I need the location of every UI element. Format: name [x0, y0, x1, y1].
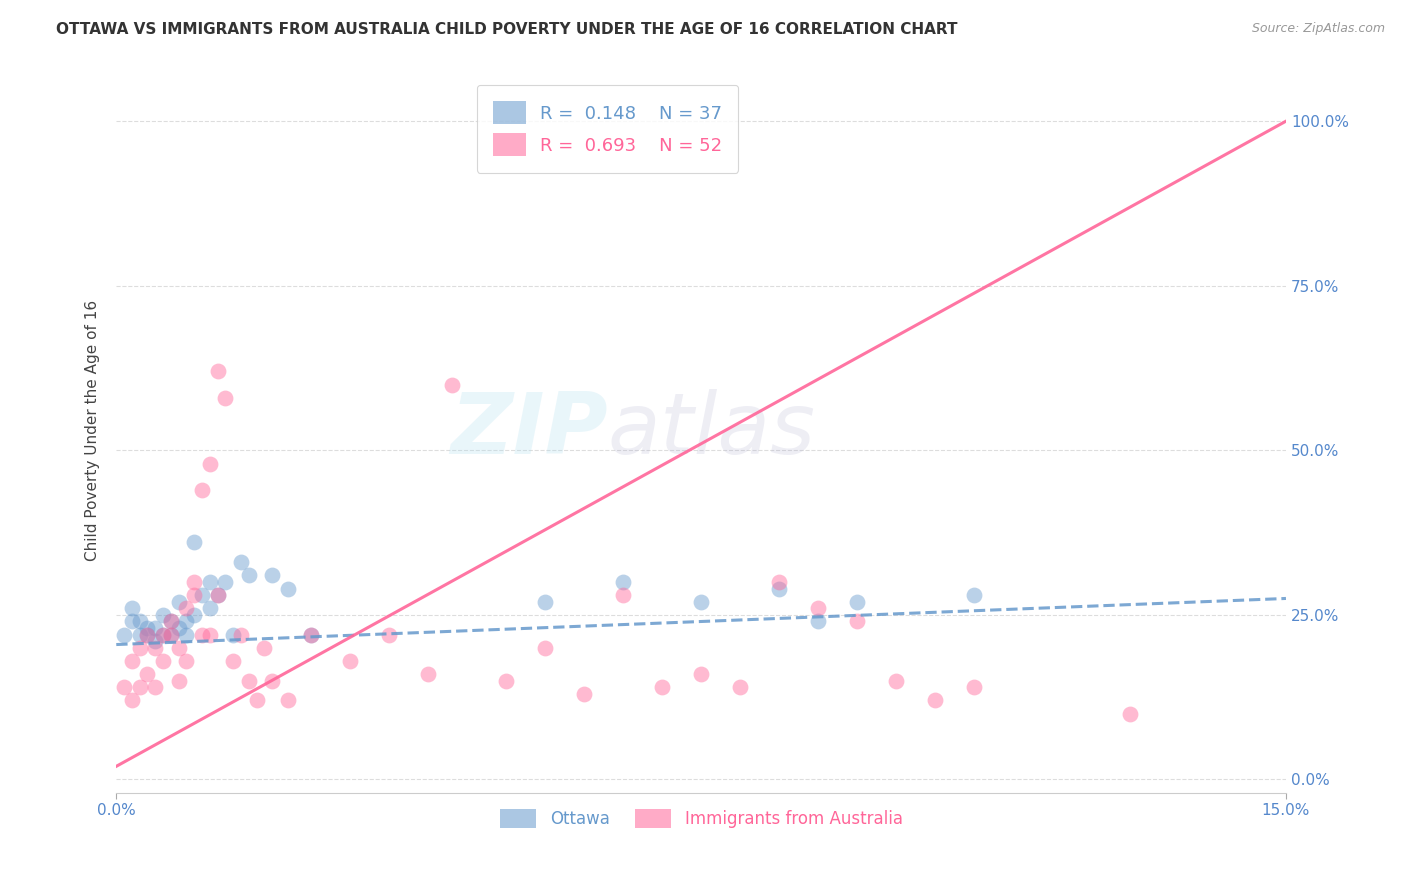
- Point: [191, 483, 214, 497]
- Point: [198, 628, 221, 642]
- Point: [884, 673, 907, 688]
- Point: [191, 588, 214, 602]
- Point: [222, 628, 245, 642]
- Point: [136, 628, 159, 642]
- Point: [136, 667, 159, 681]
- Point: [572, 687, 595, 701]
- Point: [378, 628, 401, 642]
- Point: [143, 634, 166, 648]
- Point: [160, 615, 183, 629]
- Point: [198, 457, 221, 471]
- Point: [128, 628, 150, 642]
- Point: [612, 588, 634, 602]
- Point: [136, 621, 159, 635]
- Point: [121, 615, 143, 629]
- Point: [277, 582, 299, 596]
- Point: [807, 601, 830, 615]
- Point: [262, 568, 284, 582]
- Point: [121, 654, 143, 668]
- Point: [160, 628, 183, 642]
- Point: [207, 588, 229, 602]
- Point: [198, 574, 221, 589]
- Point: [214, 391, 236, 405]
- Point: [160, 628, 183, 642]
- Point: [963, 681, 986, 695]
- Point: [534, 595, 557, 609]
- Point: [176, 601, 198, 615]
- Point: [534, 640, 557, 655]
- Point: [690, 667, 713, 681]
- Point: [768, 582, 790, 596]
- Point: [198, 601, 221, 615]
- Point: [846, 595, 869, 609]
- Point: [253, 640, 276, 655]
- Point: [167, 640, 190, 655]
- Point: [167, 621, 190, 635]
- Point: [128, 615, 150, 629]
- Point: [152, 628, 174, 642]
- Legend: Ottawa, Immigrants from Australia: Ottawa, Immigrants from Australia: [494, 803, 910, 835]
- Point: [152, 628, 174, 642]
- Point: [1119, 706, 1142, 721]
- Point: [152, 654, 174, 668]
- Point: [846, 615, 869, 629]
- Point: [183, 588, 205, 602]
- Point: [128, 640, 150, 655]
- Point: [183, 574, 205, 589]
- Text: ZIP: ZIP: [450, 389, 607, 472]
- Point: [143, 681, 166, 695]
- Point: [207, 364, 229, 378]
- Point: [963, 588, 986, 602]
- Point: [160, 615, 183, 629]
- Point: [112, 681, 135, 695]
- Point: [121, 693, 143, 707]
- Point: [222, 654, 245, 668]
- Point: [128, 681, 150, 695]
- Point: [112, 628, 135, 642]
- Y-axis label: Child Poverty Under the Age of 16: Child Poverty Under the Age of 16: [86, 300, 100, 561]
- Point: [183, 607, 205, 622]
- Point: [167, 595, 190, 609]
- Point: [121, 601, 143, 615]
- Point: [214, 574, 236, 589]
- Point: [176, 615, 198, 629]
- Point: [136, 628, 159, 642]
- Text: OTTAWA VS IMMIGRANTS FROM AUSTRALIA CHILD POVERTY UNDER THE AGE OF 16 CORRELATIO: OTTAWA VS IMMIGRANTS FROM AUSTRALIA CHIL…: [56, 22, 957, 37]
- Point: [246, 693, 269, 707]
- Point: [262, 673, 284, 688]
- Point: [418, 667, 440, 681]
- Point: [612, 574, 634, 589]
- Point: [152, 607, 174, 622]
- Point: [339, 654, 361, 668]
- Point: [495, 673, 517, 688]
- Point: [299, 628, 322, 642]
- Point: [207, 588, 229, 602]
- Point: [229, 555, 252, 569]
- Point: [651, 681, 673, 695]
- Point: [924, 693, 946, 707]
- Point: [728, 681, 751, 695]
- Point: [229, 628, 252, 642]
- Point: [807, 615, 830, 629]
- Point: [176, 628, 198, 642]
- Point: [238, 568, 260, 582]
- Point: [299, 628, 322, 642]
- Point: [167, 673, 190, 688]
- Text: Source: ZipAtlas.com: Source: ZipAtlas.com: [1251, 22, 1385, 36]
- Text: atlas: atlas: [607, 389, 815, 472]
- Point: [690, 595, 713, 609]
- Point: [238, 673, 260, 688]
- Point: [277, 693, 299, 707]
- Point: [143, 621, 166, 635]
- Point: [768, 574, 790, 589]
- Point: [440, 377, 463, 392]
- Point: [191, 628, 214, 642]
- Point: [143, 640, 166, 655]
- Point: [183, 535, 205, 549]
- Point: [176, 654, 198, 668]
